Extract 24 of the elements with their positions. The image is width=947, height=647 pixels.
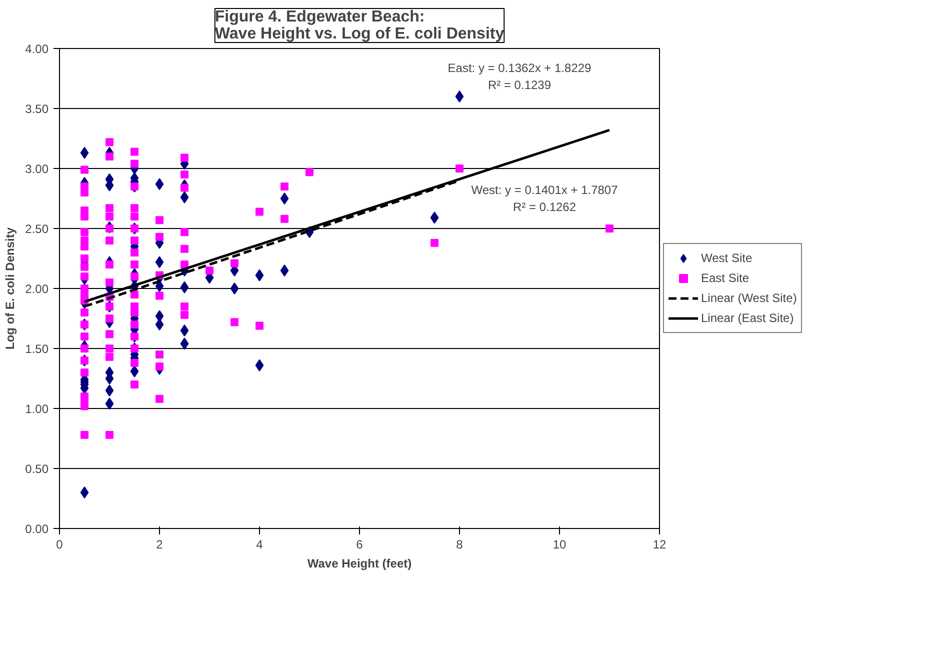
legend-label: West Site [701, 251, 752, 265]
annotation: West: y = 0.1401x + 1.7807 R² = 0.1262 [471, 183, 618, 214]
y-tick-label: 1.00 [25, 402, 49, 416]
x-tick-label: 10 [552, 538, 566, 552]
x-tick-label: 12 [652, 538, 666, 552]
y-tick-label: 3.00 [25, 162, 49, 176]
x-tick-label: 6 [356, 538, 364, 552]
x-axis-title: Wave Height (feet) [307, 556, 412, 570]
y-tick-label: 0.00 [25, 522, 49, 536]
y-tick-label: 2.00 [25, 282, 49, 296]
legend-label: Linear (East Site) [701, 311, 794, 325]
y-tick-label: 0.50 [25, 462, 49, 476]
x-tick-label: 8 [456, 538, 464, 552]
x-tick-label: 2 [156, 538, 164, 552]
y-tick-label: 3.50 [25, 102, 49, 116]
annotation: East: y = 0.1362x + 1.8229 R² = 0.1239 [448, 61, 592, 92]
y-tick-label: 1.50 [25, 342, 49, 356]
legend-label: East Site [701, 271, 750, 285]
y-axis-title: Log of E. coli Density [3, 227, 18, 350]
x-tick-label: 0 [56, 538, 64, 552]
y-tick-label: 2.50 [25, 222, 49, 236]
x-tick-label: 4 [256, 538, 264, 552]
y-tick-label: 4.00 [25, 42, 49, 56]
legend-label: Linear (West Site) [701, 291, 797, 305]
